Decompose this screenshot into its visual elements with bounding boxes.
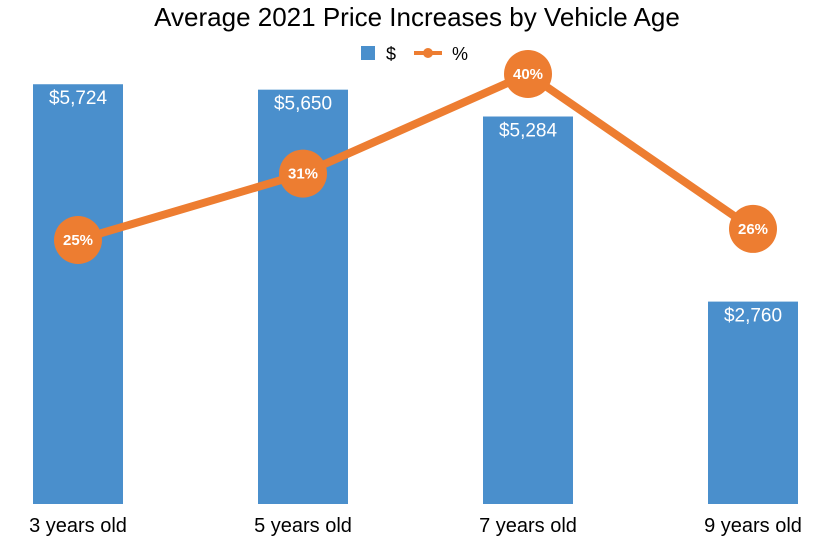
category-label-3: 7 years old [479,515,577,537]
bar-series: $5,724 $5,650 $5,284 $2,760 [33,84,798,505]
bar-value-label-4: $2,760 [724,306,782,327]
category-label-2: 5 years old [254,515,352,537]
percent-line [74,70,757,244]
percent-label-4: 26% [738,221,768,238]
category-label-1: 3 years old [29,515,127,537]
category-labels: 3 years old 5 years old 7 years old 9 years… [29,515,802,537]
legend-bar-label: $ [386,44,396,64]
line-series: 25% 31% 40% 26% [54,50,777,264]
percent-marker-2 [279,149,327,198]
bar-1 [33,84,123,505]
bar-value-label-3: $5,284 [499,121,558,142]
percent-marker-3 [504,50,552,98]
chart-title: Average 2021 Price Increases by Vehicle … [154,2,680,32]
percent-label-2: 31% [288,166,318,183]
chart-legend: $ % [361,44,468,64]
percent-marker-1 [54,216,102,264]
bar-3 [483,116,573,505]
percent-label-3: 40% [513,66,543,83]
percent-label-1: 25% [63,232,93,249]
bar-4 [708,301,798,504]
legend-bar-swatch [361,46,375,60]
category-label-4: 9 years old [704,515,802,537]
legend-line-label: % [452,44,468,64]
bar-value-label-2: $5,650 [274,94,332,115]
legend-line-marker [423,48,433,58]
percent-marker-4 [729,204,777,253]
bar-value-label-1: $5,724 [49,88,108,109]
